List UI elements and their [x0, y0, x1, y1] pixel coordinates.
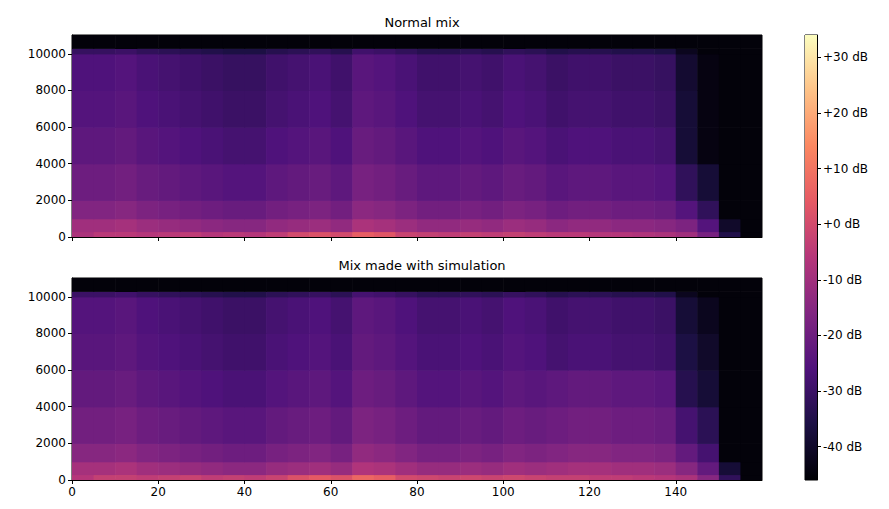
svg-text:+0 dB: +0 dB	[823, 217, 860, 231]
svg-text:8000: 8000	[35, 83, 66, 97]
svg-text:-30 dB: -30 dB	[823, 384, 862, 398]
svg-text:140: 140	[664, 485, 687, 499]
svg-text:-10 dB: -10 dB	[823, 273, 862, 287]
svg-text:-40 dB: -40 dB	[823, 440, 862, 454]
svg-text:4000: 4000	[35, 157, 66, 171]
svg-text:+10 dB: +10 dB	[823, 162, 868, 176]
svg-text:0: 0	[68, 485, 76, 499]
svg-text:0: 0	[58, 473, 66, 487]
svg-text:100: 100	[492, 485, 515, 499]
svg-text:10000: 10000	[28, 290, 66, 304]
svg-text:8000: 8000	[35, 326, 66, 340]
svg-text:20: 20	[151, 485, 166, 499]
svg-text:120: 120	[578, 485, 601, 499]
svg-text:40: 40	[237, 485, 252, 499]
svg-text:0: 0	[58, 230, 66, 244]
svg-text:2000: 2000	[35, 193, 66, 207]
svg-text:+20 dB: +20 dB	[823, 106, 868, 120]
svg-text:+30 dB: +30 dB	[823, 50, 868, 64]
svg-text:4000: 4000	[35, 400, 66, 414]
svg-text:6000: 6000	[35, 363, 66, 377]
svg-text:10000: 10000	[28, 47, 66, 61]
svg-text:Normal mix: Normal mix	[384, 15, 459, 30]
svg-text:6000: 6000	[35, 120, 66, 134]
svg-text:2000: 2000	[35, 436, 66, 450]
svg-text:-20 dB: -20 dB	[823, 328, 862, 342]
svg-text:80: 80	[409, 485, 424, 499]
svg-text:Mix made with simulation: Mix made with simulation	[338, 258, 505, 273]
svg-text:60: 60	[323, 485, 338, 499]
